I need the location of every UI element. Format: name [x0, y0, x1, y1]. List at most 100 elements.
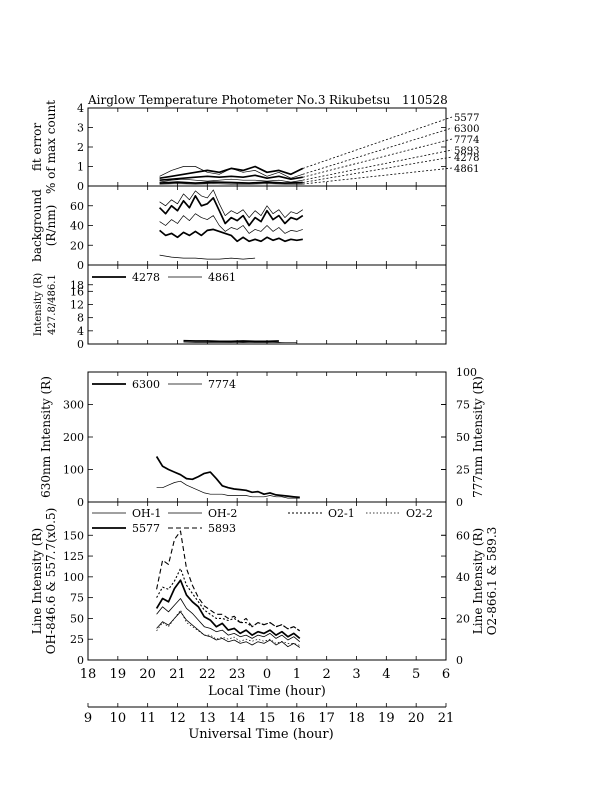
- y-axis-label: Line Intensity (R): [30, 528, 44, 634]
- figure-title-site: Rikubetsu: [329, 93, 391, 107]
- y-tick-label: 1: [77, 161, 84, 174]
- ut-tick-label: 20: [408, 711, 425, 726]
- y-axis-label: % of max count: [44, 100, 58, 194]
- ut-tick-label: 13: [199, 711, 216, 726]
- y-tick-label: 18: [70, 279, 84, 292]
- legend-label: O2-2: [406, 507, 433, 520]
- series-line-4861: [183, 341, 297, 344]
- y2-tick-label: 25: [456, 464, 470, 477]
- y2-tick-label: 0: [456, 654, 463, 667]
- legend-label: OH-1: [132, 507, 161, 520]
- x-tick-label: 20: [139, 667, 156, 682]
- y2-axis-label: 777nm Intensity (R): [471, 376, 485, 498]
- x-tick-label: 22: [199, 667, 216, 682]
- ut-tick-label: 17: [318, 711, 335, 726]
- series-line-5577: [155, 579, 301, 640]
- y2-tick-label: 100: [456, 366, 477, 379]
- x-tick-label: 19: [110, 667, 127, 682]
- y-tick-label: 20: [70, 239, 84, 252]
- series-line-7774: [156, 480, 300, 499]
- x-axis-label: Local Time (hour): [208, 684, 326, 699]
- y2-tick-label: 50: [456, 431, 470, 444]
- x-tick-label: 0: [263, 667, 271, 682]
- y-axis-label: 630nm Intensity (R): [39, 376, 53, 498]
- ut-tick-label: 9: [84, 711, 92, 726]
- fit-legend-label: 4278: [454, 153, 479, 164]
- series-line-6300: [159, 189, 303, 218]
- y-tick-label: 150: [63, 529, 84, 542]
- y-axis-label: fit error: [30, 123, 44, 171]
- y-tick-label: 0: [77, 496, 84, 509]
- fit-legend-label: 6300: [454, 124, 479, 135]
- panel-frame: [87, 371, 447, 503]
- fit-legend-leader: [302, 149, 453, 181]
- ut-tick-label: 18: [348, 711, 365, 726]
- y-tick-label: 75: [70, 592, 84, 605]
- y-axis-label: 427.8/486.1: [47, 274, 58, 335]
- y-tick-label: 16: [70, 285, 84, 298]
- series-line-OH-1: [156, 598, 301, 643]
- y-tick-label: 100: [63, 571, 84, 584]
- series-line-4861: [159, 254, 256, 260]
- x-tick-label: 4: [382, 667, 390, 682]
- series-line-O2-2: [156, 609, 300, 646]
- legend-label: O2-1: [328, 507, 355, 520]
- series-line-7774: [159, 213, 303, 234]
- y-tick-label: 8: [77, 312, 84, 325]
- y-axis-label: background: [30, 189, 44, 262]
- y-axis-label: Intensity (R): [33, 273, 44, 336]
- figure-title-instrument: Airglow Temperature Photometer No.3: [87, 93, 326, 107]
- x-tick-label: 2: [323, 667, 331, 682]
- series-line-5893: [159, 178, 303, 183]
- y-tick-label: 4: [77, 325, 84, 338]
- x-tick-label: 5: [412, 667, 420, 682]
- fit-error-legend: 5577 6300 7774 5893 4278 4861: [454, 113, 479, 175]
- y-tick-label: 3: [77, 122, 84, 135]
- y-tick-label: 300: [63, 399, 84, 412]
- x-tick-label: 23: [229, 667, 246, 682]
- y2-tick-label: 75: [456, 399, 470, 412]
- fit-legend-leader: [302, 138, 453, 178]
- y-axis-label: (R/nm): [44, 205, 58, 247]
- panel-legends: 4278 4861 6300 7774 OH-1 OH-2 O2-1 O2-2 5577 5893: [92, 116, 453, 535]
- x-tick-label: 1: [293, 667, 301, 682]
- y-tick-label: 125: [63, 550, 84, 563]
- y2-tick-label: 40: [456, 571, 470, 584]
- ut-tick-label: 11: [139, 711, 156, 726]
- series-line-4278: [183, 339, 279, 343]
- ut-tick-label: 14: [229, 711, 246, 726]
- series-line-5577: [158, 195, 304, 227]
- x-tick-label: 18: [80, 667, 97, 682]
- y-tick-label: 100: [63, 464, 84, 477]
- ut-tick-label: 19: [378, 711, 395, 726]
- series-line-6300: [159, 166, 303, 179]
- fit-legend-label: 5893: [454, 146, 479, 157]
- y2-axis-label: O2-866.1 & 589.3: [485, 527, 499, 636]
- y-tick-label: 50: [70, 612, 84, 625]
- panel-fit-error: 0 1 2 3 4 fit error% of max count: [30, 100, 447, 194]
- series-line-6300: [155, 456, 300, 499]
- legend-label: 5893: [208, 522, 236, 535]
- legend-label: 6300: [132, 378, 160, 391]
- x-tick-label: 6: [442, 667, 450, 682]
- y-tick-label: 12: [70, 299, 84, 312]
- fit-legend-leader: [302, 167, 453, 185]
- ut-axis-label: Universal Time (hour): [188, 727, 333, 742]
- series-line-7774: [159, 174, 303, 182]
- ut-tick-label: 21: [438, 711, 455, 726]
- fit-legend-leader: [302, 156, 453, 183]
- y-tick-label: 40: [70, 220, 84, 233]
- x-tick-label: 3: [352, 667, 360, 682]
- y2-tick-label: 60: [456, 529, 470, 542]
- y2-tick-label: 20: [456, 612, 470, 625]
- series-line-OH-2: [156, 611, 301, 648]
- ut-tick-label: 12: [169, 711, 186, 726]
- legend-label: 5577: [132, 522, 160, 535]
- fit-legend-label: 7774: [454, 135, 479, 146]
- ut-tick-label: 15: [259, 711, 276, 726]
- x-tick-label: 21: [169, 667, 186, 682]
